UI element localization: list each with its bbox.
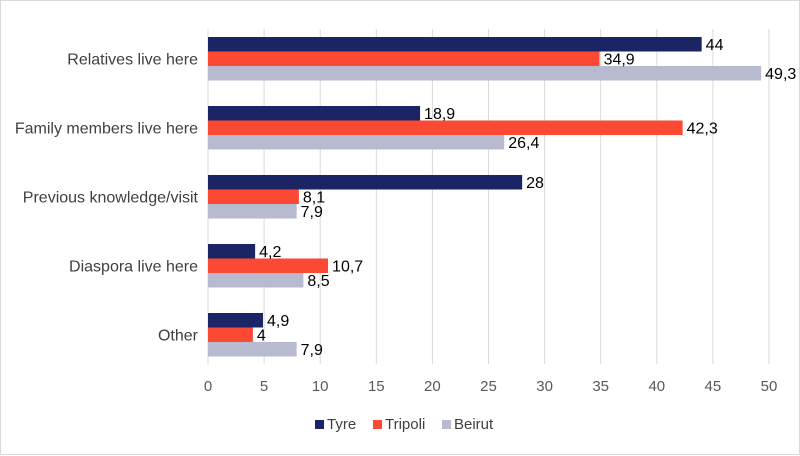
data-label: 8,1 bbox=[303, 189, 325, 206]
data-label: 34,9 bbox=[604, 51, 635, 68]
x-tick-label: 10 bbox=[312, 378, 329, 395]
category-label: Relatives live here bbox=[67, 51, 198, 68]
x-tick-label: 30 bbox=[536, 378, 553, 395]
data-label: 7,9 bbox=[301, 204, 323, 221]
legend-swatch-beirut bbox=[442, 420, 451, 429]
data-label: 4,2 bbox=[259, 244, 281, 261]
data-label: 44 bbox=[706, 37, 724, 54]
data-label: 28 bbox=[526, 175, 544, 192]
bar-tripoli bbox=[208, 258, 329, 273]
data-label: 18,9 bbox=[424, 106, 455, 123]
legend-label-beirut: Beirut bbox=[454, 416, 494, 433]
bar-tripoli bbox=[208, 51, 600, 66]
category-label: Family members live here bbox=[15, 120, 198, 137]
data-label: 10,7 bbox=[332, 258, 363, 275]
x-tick-label: 50 bbox=[761, 378, 778, 395]
x-tick-label: 25 bbox=[480, 378, 497, 395]
x-tick-label: 45 bbox=[705, 378, 722, 395]
legend: Tyre Tripoli Beirut bbox=[315, 416, 494, 433]
data-label: 7,9 bbox=[301, 342, 323, 359]
bar-beirut bbox=[208, 135, 505, 150]
bars bbox=[208, 37, 762, 357]
x-tick-label: 15 bbox=[368, 378, 385, 395]
data-label: 4,9 bbox=[267, 313, 289, 330]
data-label: 4 bbox=[257, 327, 266, 344]
legend-label-tripoli: Tripoli bbox=[385, 416, 425, 433]
bar-tripoli bbox=[208, 189, 299, 204]
x-tick-label: 35 bbox=[592, 378, 609, 395]
data-label: 8,5 bbox=[307, 273, 329, 290]
bar-tyre bbox=[208, 244, 256, 259]
bar-tripoli bbox=[208, 327, 253, 342]
x-tick-label: 40 bbox=[648, 378, 665, 395]
bar-tyre bbox=[208, 313, 263, 328]
bar-tyre bbox=[208, 37, 702, 52]
category-labels: Relatives live here Family members live h… bbox=[15, 51, 199, 344]
legend-label-tyre: Tyre bbox=[327, 416, 356, 433]
bar-tyre bbox=[208, 106, 421, 121]
data-label: 42,3 bbox=[687, 120, 718, 137]
category-label: Diaspora live here bbox=[69, 258, 198, 275]
legend-swatch-tripoli bbox=[373, 420, 382, 429]
category-label: Other bbox=[158, 327, 199, 344]
x-axis-ticks: 0 5 10 15 20 25 30 35 40 45 50 bbox=[204, 378, 778, 395]
bar-tyre bbox=[208, 175, 523, 190]
x-tick-label: 5 bbox=[260, 378, 268, 395]
data-label: 26,4 bbox=[508, 135, 539, 152]
data-labels: 4434,949,318,942,326,4288,17,94,210,78,5… bbox=[257, 37, 797, 359]
bar-beirut bbox=[208, 204, 297, 219]
x-tick-label: 0 bbox=[204, 378, 212, 395]
category-label: Previous knowledge/visit bbox=[23, 189, 199, 206]
x-tick-label: 20 bbox=[424, 378, 441, 395]
bar-beirut bbox=[208, 273, 304, 288]
bar-beirut bbox=[208, 342, 297, 357]
legend-swatch-tyre bbox=[315, 420, 324, 429]
gridlines bbox=[207, 29, 770, 364]
data-label: 49,3 bbox=[765, 66, 796, 83]
bar-beirut bbox=[208, 66, 762, 81]
bar-tripoli bbox=[208, 120, 683, 135]
